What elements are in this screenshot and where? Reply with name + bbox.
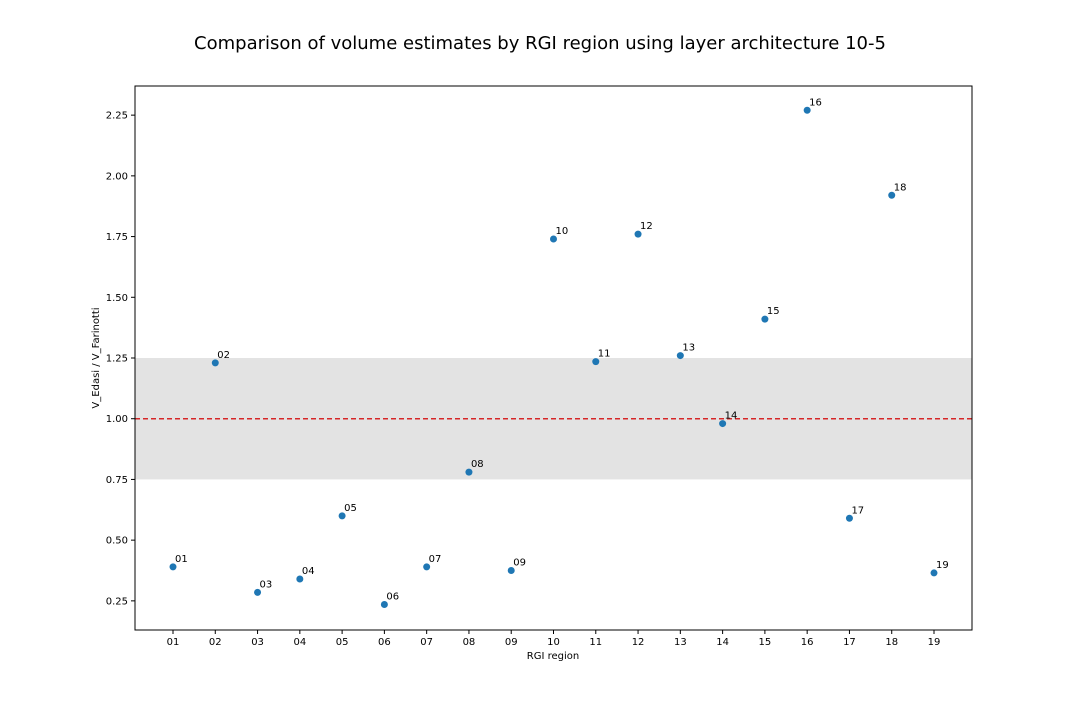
- data-point: [803, 106, 811, 114]
- data-point: [254, 588, 262, 596]
- x-tick-label: 07: [420, 637, 433, 648]
- data-point: [761, 315, 769, 323]
- data-point-label: 13: [682, 343, 695, 354]
- y-tick-label: 1.50: [106, 293, 128, 304]
- y-tick-label: 2.25: [106, 111, 128, 122]
- x-tick-label: 10: [547, 637, 560, 648]
- data-point: [888, 191, 896, 199]
- data-point: [930, 569, 938, 577]
- x-tick-label: 15: [759, 637, 772, 648]
- y-tick-label: 0.25: [106, 596, 128, 607]
- x-tick-label: 03: [251, 637, 264, 648]
- data-point: [296, 575, 304, 583]
- data-point: [169, 563, 177, 571]
- data-point: [845, 514, 853, 522]
- data-point: [507, 567, 515, 574]
- data-point-label: 15: [767, 306, 780, 317]
- x-tick-label: 12: [632, 637, 645, 648]
- data-point-label: 05: [344, 503, 357, 514]
- x-tick-label: 14: [716, 637, 729, 648]
- y-tick-label: 1.25: [106, 354, 128, 365]
- data-points: 01 02 03 04 05 06 07 08 09 10 11 12 13 14 15 16 17 18 19: [169, 97, 949, 608]
- data-point-label: 16: [809, 97, 822, 108]
- y-tick-label: 0.75: [106, 475, 128, 486]
- data-point: [380, 601, 388, 608]
- data-point-label: 09: [513, 558, 526, 569]
- data-point: [550, 235, 557, 243]
- y-axis-label: V_Edasi / V_Farinotti: [91, 307, 102, 408]
- data-point-label: 02: [217, 350, 230, 361]
- x-tick-label: 05: [336, 637, 349, 648]
- data-point: [338, 512, 346, 520]
- x-tick-label: 16: [801, 637, 814, 648]
- data-point-label: 04: [302, 566, 315, 577]
- data-point-label: 10: [556, 226, 569, 237]
- x-tick-label: 02: [209, 637, 222, 648]
- data-point-label: 14: [725, 411, 738, 422]
- data-point: [592, 358, 600, 366]
- x-tick-label: 09: [505, 637, 518, 648]
- y-tick-label: 1.75: [106, 232, 128, 243]
- data-point-label: 17: [851, 505, 864, 516]
- x-tick-label: 18: [885, 637, 898, 648]
- data-point-label: 03: [260, 579, 273, 590]
- y-tick-label: 2.00: [106, 171, 128, 182]
- x-axis-ticks: 01 02 03 04 05 06 07 08 09 10 11 12 13 14 15 16 17 18 19: [167, 630, 941, 648]
- data-point-label: 01: [175, 554, 188, 565]
- data-point-label: 07: [429, 554, 442, 565]
- data-point-label: 18: [894, 182, 907, 193]
- data-point-label: 08: [471, 459, 484, 470]
- x-tick-label: 04: [293, 637, 306, 648]
- x-tick-label: 06: [378, 637, 391, 648]
- data-point: [465, 468, 473, 476]
- data-point: [211, 359, 219, 367]
- data-point: [719, 420, 727, 428]
- x-tick-label: 11: [589, 637, 602, 648]
- y-tick-label: 0.50: [106, 536, 128, 547]
- x-tick-label: 17: [843, 637, 856, 648]
- data-point-label: 06: [386, 592, 399, 603]
- y-axis-ticks: 0.25 0.50 0.75 1.00 1.25 1.50 1.75 2.00 2.25: [106, 111, 135, 607]
- x-tick-label: 19: [928, 637, 941, 648]
- chart-title: Comparison of volume estimates by RGI re…: [194, 33, 886, 54]
- data-point: [423, 563, 431, 571]
- data-point-label: 11: [598, 349, 611, 360]
- x-tick-label: 13: [674, 637, 687, 648]
- data-point-label: 19: [936, 560, 949, 571]
- x-axis-label: RGI region: [527, 651, 579, 662]
- data-point: [676, 352, 684, 360]
- data-point-label: 12: [640, 221, 653, 232]
- plot-frame: [134, 85, 973, 631]
- x-tick-label: 01: [167, 637, 180, 648]
- x-tick-label: 08: [463, 637, 476, 648]
- data-point: [634, 230, 642, 238]
- y-tick-label: 1.00: [106, 414, 128, 425]
